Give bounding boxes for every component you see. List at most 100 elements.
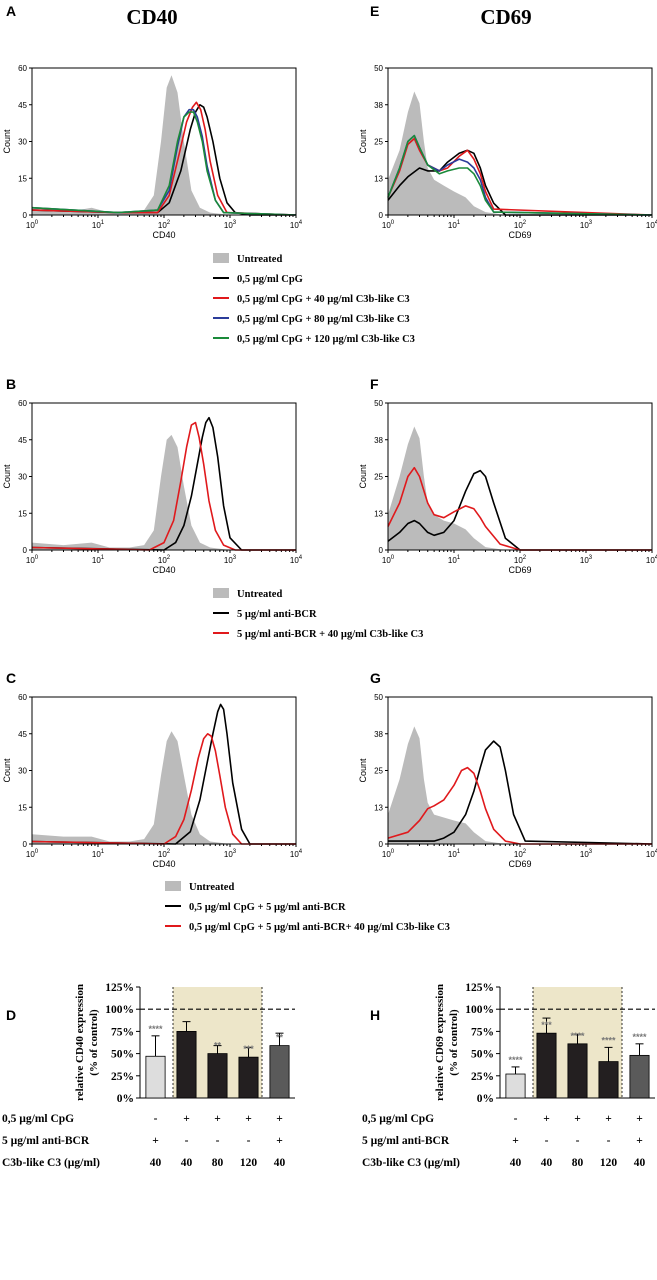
condition-cell: + (543, 1113, 550, 1125)
plot-frame-overlay (31, 67, 297, 216)
significance-label: **** (508, 1055, 523, 1065)
condition-row-label: 5 µg/ml anti-BCR (2, 1135, 90, 1147)
significance-label: **** (570, 1031, 585, 1041)
plot-frame-overlay (387, 67, 653, 216)
legend-label: Untreated (237, 589, 282, 600)
panel-letter: F (370, 376, 379, 392)
series-line-1 (31, 416, 296, 551)
plot-frame-overlay (31, 696, 297, 845)
condition-cell: 40 (181, 1157, 193, 1169)
y-tick-label: 75% (471, 1026, 494, 1038)
y-tick-label: 125% (105, 982, 134, 994)
y-tick-label: 60 (18, 64, 27, 73)
significance-label: *** (243, 1044, 254, 1054)
y-tick-label: 30 (18, 473, 27, 482)
condition-row-label: C3b-like C3 (µg/ml) (2, 1157, 100, 1169)
x-tick-label: 101 (92, 849, 105, 859)
condition-cell: - (247, 1135, 251, 1147)
x-axis-label: CD40 (152, 565, 175, 575)
series-line-1 (388, 740, 653, 845)
series-line-4 (31, 111, 297, 216)
x-tick-label: 100 (382, 849, 395, 859)
legend-label: 5 µg/ml anti-BCR (237, 609, 317, 620)
condition-cell: 120 (600, 1157, 618, 1169)
x-tick-label: 100 (382, 555, 395, 565)
y-tick-label: 25 (374, 767, 383, 776)
y-axis-label: relative CD69 expression (434, 984, 446, 1101)
significance-label: **** (601, 1035, 616, 1045)
y-tick-label: 15 (18, 803, 27, 812)
y-axis-label: Count (2, 464, 12, 489)
series-line-1 (387, 469, 652, 551)
condition-cell: + (276, 1113, 283, 1125)
y-tick-label: 38 (374, 436, 383, 445)
y-tick-label: 60 (18, 693, 27, 702)
x-tick-label: 101 (448, 849, 461, 859)
x-axis-label: CD69 (508, 230, 531, 240)
plot-frame-overlay (31, 402, 297, 551)
bar-1 (505, 1073, 526, 1099)
y-tick-label: 45 (18, 730, 27, 739)
y-tick-label: 13 (374, 174, 383, 183)
condition-cell: + (152, 1135, 159, 1147)
significance-label: **** (632, 1032, 647, 1042)
legend-swatch-fill (165, 881, 181, 891)
condition-cell: - (154, 1113, 158, 1125)
x-tick-label: 100 (26, 555, 39, 565)
x-tick-label: 103 (580, 555, 593, 565)
condition-cell: - (514, 1113, 518, 1125)
condition-cell: 40 (274, 1157, 286, 1169)
bar-5 (629, 1054, 650, 1099)
legend-label: 0,5 µg/ml CpG (237, 274, 303, 285)
header-cd69: CD69 (480, 5, 531, 29)
bar-2 (536, 1032, 557, 1099)
y-tick-label: 45 (18, 101, 27, 110)
x-tick-label: 103 (224, 220, 237, 230)
series-untreated-area (388, 426, 652, 550)
legend-swatch-fill (213, 253, 229, 263)
condition-cell: 80 (572, 1157, 584, 1169)
series-untreated-area (388, 726, 652, 844)
series-untreated-area (32, 731, 296, 844)
x-tick-label: 104 (290, 555, 303, 565)
condition-cell: - (216, 1135, 220, 1147)
y-tick-label: 25% (111, 1071, 134, 1083)
histogram-panel-c: C 0 15 30 45 60 100 101 102 103 104 CD40 Count (2, 670, 303, 869)
condition-row-label: 0,5 µg/ml CpG (362, 1113, 434, 1125)
y-tick-label: 15 (18, 174, 27, 183)
condition-row-label: 5 µg/ml anti-BCR (362, 1135, 450, 1147)
y-tick-label: 38 (374, 101, 383, 110)
x-tick-label: 103 (224, 849, 237, 859)
condition-cell: + (276, 1135, 283, 1147)
legend-1: Untreated 0,5 µg/ml CpG 0,5 µg/ml CpG + 40… (213, 253, 415, 345)
x-tick-label: 101 (448, 220, 461, 230)
y-tick-label: 38 (374, 730, 383, 739)
x-tick-label: 104 (646, 849, 657, 859)
y-axis-label: (% of control) (88, 1009, 100, 1076)
x-tick-label: 101 (448, 555, 461, 565)
y-tick-label: 0 (23, 546, 28, 555)
y-tick-label: 50 (374, 693, 383, 702)
legend-label: 0,5 µg/ml CpG + 5 µg/ml anti-BCR+ 40 µg/… (189, 922, 450, 933)
bar-1 (145, 1055, 166, 1099)
y-axis-label: Count (358, 758, 368, 783)
condition-cell: 40 (150, 1157, 162, 1169)
condition-row-label: 0,5 µg/ml CpG (2, 1113, 74, 1125)
condition-cell: - (185, 1135, 189, 1147)
x-axis-label: CD69 (508, 859, 531, 869)
x-axis-label: CD40 (152, 859, 175, 869)
series-untreated-area (32, 75, 296, 215)
condition-cell: + (245, 1113, 252, 1125)
condition-cell: + (636, 1135, 643, 1147)
y-tick-label: 50 (374, 64, 383, 73)
y-tick-label: 50% (471, 1049, 494, 1061)
legend-2: Untreated 5 µg/ml anti-BCR 5 µg/ml anti-BC… (213, 588, 423, 640)
y-tick-label: 0 (23, 211, 28, 220)
legend-label: 5 µg/ml anti-BCR + 40 µg/ml C3b-like C3 (237, 629, 423, 640)
y-axis-label: Count (2, 129, 12, 154)
y-tick-label: 100% (105, 1004, 134, 1016)
histogram-panel-e: E 0 13 25 38 50 100 101 102 103 104 CD69 Count (358, 3, 657, 240)
series-line-1 (31, 703, 296, 845)
y-axis-label: Count (2, 758, 12, 783)
bar-5 (269, 1045, 290, 1099)
